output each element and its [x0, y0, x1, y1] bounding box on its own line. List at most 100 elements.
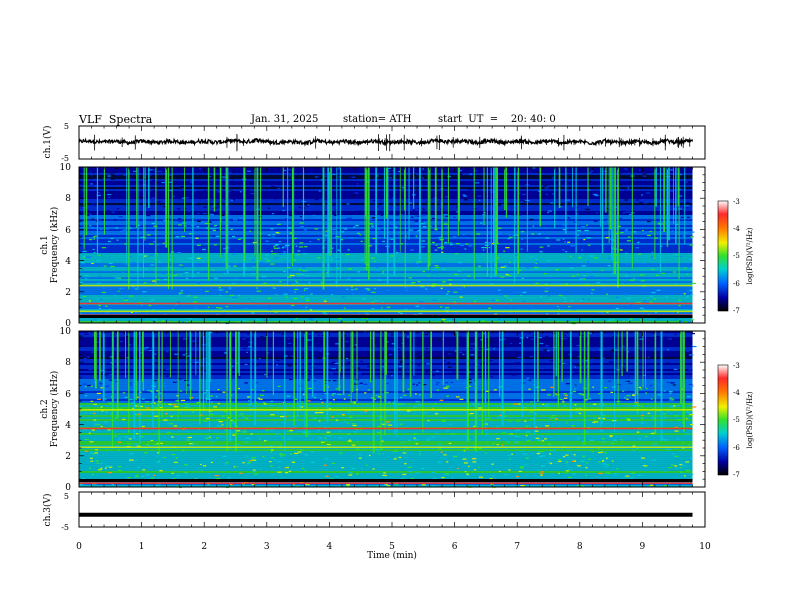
spectrogram-speckle [636, 301, 641, 304]
spectrogram-speckle [497, 227, 502, 229]
spectrogram-speckle [183, 464, 188, 466]
spectrogram-speckle [634, 401, 639, 404]
spectrogram-speckle [280, 455, 283, 457]
spectrogram-speckle [284, 471, 289, 474]
spectrogram-speckle [382, 240, 385, 243]
spectrogram-speckle [583, 238, 586, 241]
spectrogram-speckle [566, 337, 569, 339]
spectrogram-speckle [408, 176, 411, 178]
spectrogram-speckle [459, 398, 464, 400]
spectrogram-speckle [535, 258, 538, 260]
spectrogram-speckle [362, 298, 367, 300]
spectrogram-speckle [140, 304, 143, 306]
spectrogram-speckle [669, 399, 674, 401]
spectrogram-speckle [153, 415, 159, 417]
spectrogram-speckle [445, 321, 449, 323]
spectrogram-speckle [521, 349, 525, 351]
spectrogram-speckle [252, 471, 256, 473]
spectrogram-speckle [624, 282, 627, 284]
spectrogram-speckle [467, 378, 472, 380]
spectrogram-speckle [586, 462, 589, 464]
spectrogram-speckle [399, 232, 403, 235]
spectrogram-speckle [94, 423, 98, 425]
spectrogram-speckle [135, 432, 139, 435]
spectrogram-speckle [136, 396, 139, 398]
spectrogram-speckle [146, 407, 149, 409]
spectrogram-band [79, 195, 693, 198]
spectrogram-speckle [246, 333, 250, 335]
spectrogram-speckle [432, 408, 434, 410]
spectrogram-band [79, 243, 693, 246]
spectrogram-speckle [248, 460, 252, 462]
sferic-streak [304, 331, 306, 435]
spectrogram-speckle [209, 395, 214, 397]
sferic-streak [128, 167, 130, 290]
spectrogram-speckle [150, 264, 155, 266]
spectrogram-speckle [100, 425, 103, 428]
spectrogram-speckle [330, 204, 336, 206]
spectrogram-band [79, 183, 693, 186]
spectrogram-speckle [452, 193, 456, 195]
spectrogram-speckle [350, 286, 354, 288]
spectrogram-speckle [503, 345, 508, 347]
spectrogram-speckle [328, 380, 331, 382]
spectrogram-speckle [521, 231, 525, 233]
spectrogram-speckle [436, 382, 440, 384]
spectrogram-speckle [323, 203, 326, 205]
spectrogram-speckle [459, 244, 464, 246]
spectrogram-speckle [371, 217, 377, 219]
spectrogram-speckle [533, 266, 539, 268]
spectrogram-speckle [443, 182, 446, 184]
ch3-ytick-neg5: -5 [61, 523, 69, 532]
spectrogram-speckle [622, 390, 625, 392]
spectrogram-band [79, 475, 693, 478]
spectrogram-speckle [178, 385, 180, 387]
spectrogram-speckle [515, 420, 520, 422]
spectrogram-speckle [151, 309, 155, 311]
spectrogram-speckle [502, 411, 506, 413]
spectrogram-speckle [110, 237, 114, 240]
spectrogram-speckle [424, 371, 428, 373]
spectrogram-band [79, 293, 693, 296]
spectrogram-speckle [687, 417, 690, 419]
spectrogram-speckle [162, 242, 165, 244]
spectrogram-speckle [611, 460, 614, 462]
spectrogram-speckle [184, 197, 189, 199]
spectrogram-speckle [520, 231, 523, 233]
sferic-streak [626, 331, 629, 372]
ch1-freq-tick-10: 10 [60, 163, 72, 173]
spectrogram-speckle [393, 450, 398, 452]
spectrogram-speckle [446, 430, 450, 432]
spectrogram-speckle [307, 204, 310, 206]
spectrogram-band [79, 187, 693, 190]
spectrogram-speckle [445, 196, 449, 198]
spectrogram-speckle [234, 277, 238, 279]
spectrogram-speckle [306, 339, 312, 341]
x-tick-label: 6 [452, 542, 458, 552]
spectrogram-speckle [533, 312, 537, 314]
spectrogram-speckle [348, 411, 351, 413]
x-tick-label: 3 [264, 542, 270, 552]
spectrogram-speckle [294, 334, 297, 336]
spectrogram-speckle [499, 339, 502, 341]
spectrogram-speckle [652, 185, 656, 187]
sferic-streak [137, 167, 139, 289]
spectrogram-band [79, 217, 693, 220]
spectrogram-speckle [526, 431, 531, 433]
spectrogram-speckle [154, 427, 157, 429]
spectrogram-speckle [360, 259, 364, 261]
spectrogram-speckle [401, 441, 405, 444]
sferic-streak [600, 331, 603, 425]
spectrogram-speckle [437, 338, 442, 340]
spectrogram-speckle [150, 299, 155, 301]
spectrogram-speckle [510, 342, 512, 345]
spectrogram-speckle [404, 463, 407, 465]
spectrogram-speckle [91, 452, 96, 455]
spectrogram-speckle [368, 454, 371, 457]
spectrogram-speckle [610, 391, 614, 393]
spectrogram-band [79, 467, 693, 470]
sferic-streak [144, 167, 146, 225]
spectrogram-speckle [232, 265, 237, 267]
spectrogram-speckle [217, 425, 222, 427]
spectrogram-speckle [81, 478, 86, 480]
